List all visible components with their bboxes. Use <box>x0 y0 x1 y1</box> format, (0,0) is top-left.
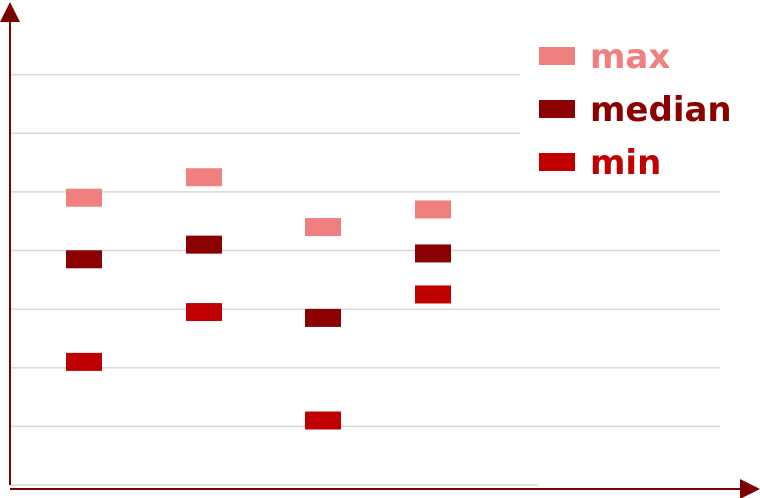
min-mark-2 <box>186 303 222 322</box>
median-mark-3 <box>305 308 341 327</box>
legend-swatch-median <box>539 100 575 118</box>
legend-swatch-max <box>539 47 575 65</box>
min-mark-3 <box>305 411 341 430</box>
legend-label-median: median <box>590 90 732 130</box>
marks-layer <box>66 168 451 430</box>
max-mark-3 <box>305 218 341 237</box>
legend-label-min: min <box>590 143 661 183</box>
legend: max median min <box>539 37 732 183</box>
min-mark-1 <box>66 352 102 371</box>
legend-label-max: max <box>590 37 670 77</box>
median-mark-1 <box>66 250 102 269</box>
min-mark-4 <box>415 285 451 304</box>
legend-swatch-min <box>539 153 575 171</box>
median-mark-2 <box>186 235 222 254</box>
max-mark-2 <box>186 168 222 187</box>
max-mark-4 <box>415 200 451 219</box>
grid-layer <box>10 73 720 486</box>
max-mark-1 <box>66 188 102 207</box>
median-mark-4 <box>415 244 451 263</box>
